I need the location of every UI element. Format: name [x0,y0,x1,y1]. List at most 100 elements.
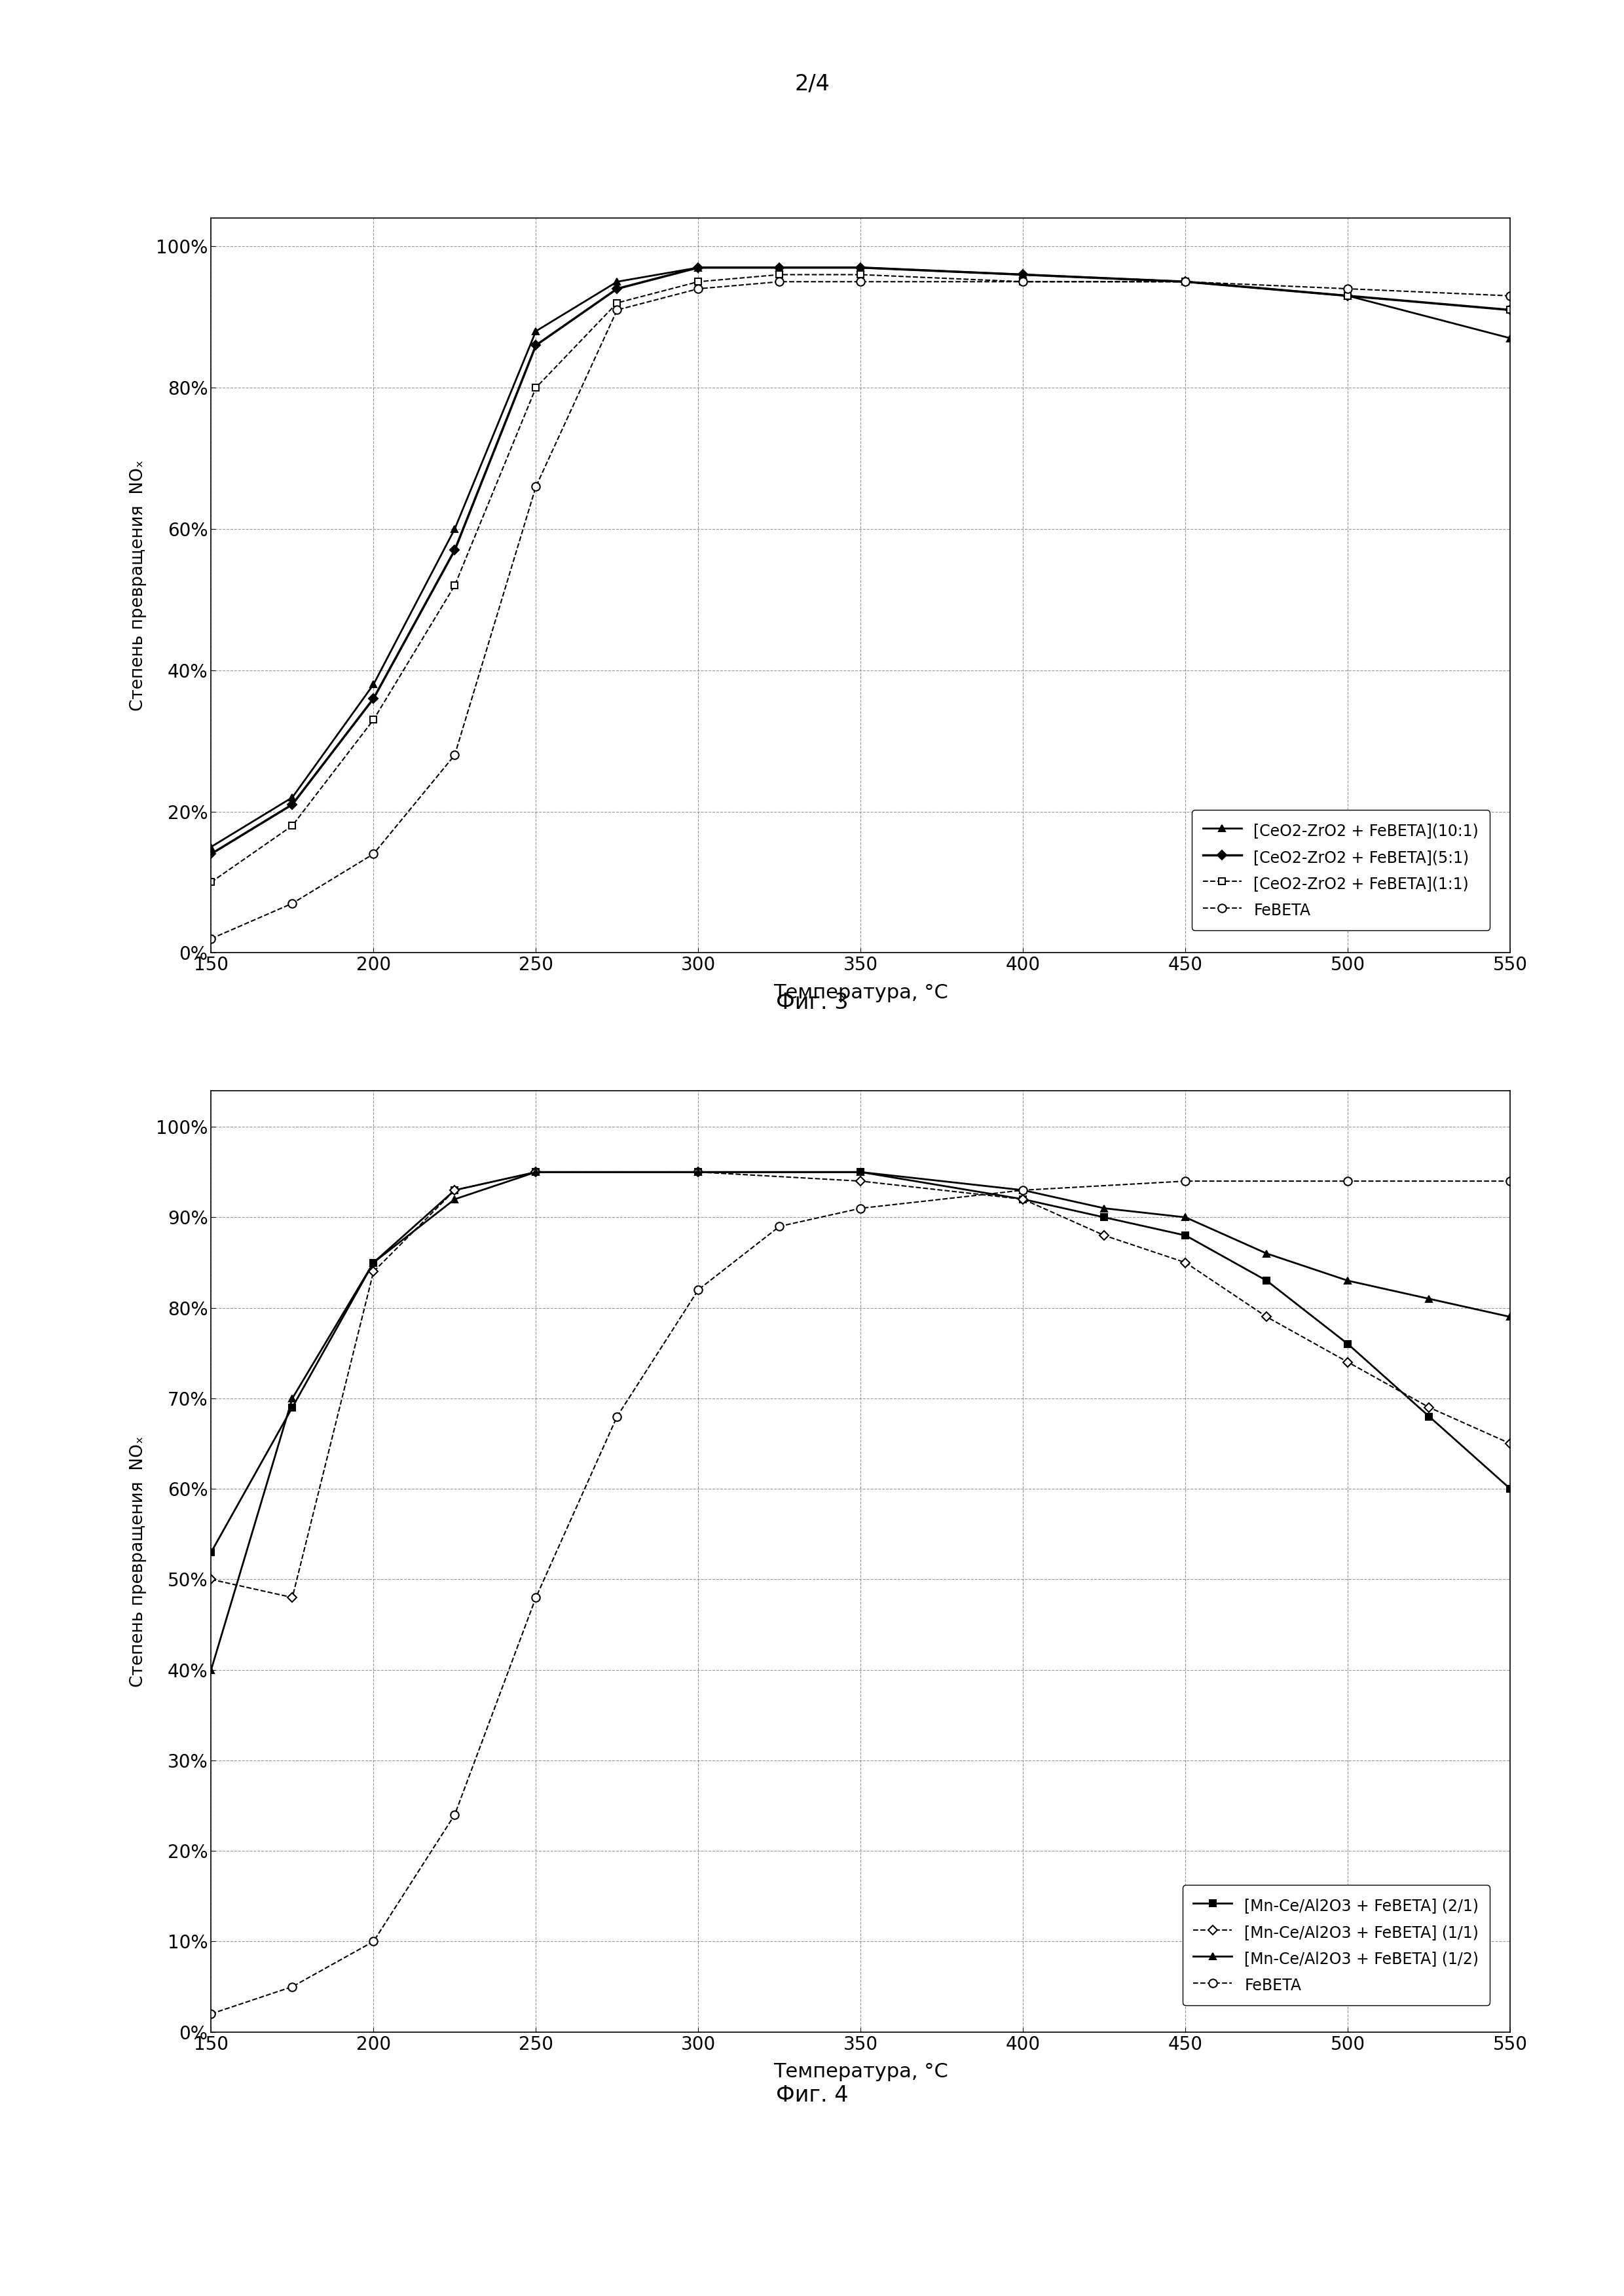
FeBETA [851,269,870,296]
Text: Фиг. 4: Фиг. 4 [776,2085,848,2105]
[CeO2-ZrO2 + FeBETA](10:1) [1013,262,1033,289]
[Mn-Ce/Al2O3 + FeBETA] (2/1) [1501,1474,1520,1502]
Line: [CeO2-ZrO2 + FeBETA](10:1): [CeO2-ZrO2 + FeBETA](10:1) [208,264,1514,850]
[CeO2-ZrO2 + FeBETA](5:1) [1338,282,1358,310]
FeBETA [1501,282,1520,310]
[CeO2-ZrO2 + FeBETA](5:1) [283,790,302,817]
[Mn-Ce/Al2O3 + FeBETA] (1/1) [689,1157,708,1185]
Line: [CeO2-ZrO2 + FeBETA](1:1): [CeO2-ZrO2 + FeBETA](1:1) [208,271,1514,886]
FeBETA [283,1972,302,2000]
X-axis label: Температура, °C: Температура, °C [773,2062,948,2082]
[Mn-Ce/Al2O3 + FeBETA] (1/2) [445,1185,464,1212]
[CeO2-ZrO2 + FeBETA](1:1) [1338,282,1358,310]
[CeO2-ZrO2 + FeBETA](5:1) [851,255,870,282]
[Mn-Ce/Al2O3 + FeBETA] (2/1) [1338,1329,1358,1357]
[CeO2-ZrO2 + FeBETA](5:1) [526,331,546,358]
[Mn-Ce/Al2O3 + FeBETA] (1/1) [283,1584,302,1612]
[Mn-Ce/Al2O3 + FeBETA] (1/2) [1176,1203,1195,1231]
[Mn-Ce/Al2O3 + FeBETA] (2/1) [445,1176,464,1203]
[CeO2-ZrO2 + FeBETA](5:1) [1013,262,1033,289]
[Mn-Ce/Al2O3 + FeBETA] (1/1) [364,1258,383,1286]
[Mn-Ce/Al2O3 + FeBETA] (1/2) [1257,1240,1276,1267]
FeBETA [770,269,789,296]
FeBETA [526,473,546,501]
[Mn-Ce/Al2O3 + FeBETA] (2/1) [851,1157,870,1185]
[Mn-Ce/Al2O3 + FeBETA] (1/1) [526,1157,546,1185]
[Mn-Ce/Al2O3 + FeBETA] (1/1) [1013,1185,1033,1212]
Line: FeBETA: FeBETA [206,278,1515,944]
FeBETA [607,296,627,324]
[CeO2-ZrO2 + FeBETA](10:1) [283,783,302,810]
FeBETA [770,1212,789,1240]
[Mn-Ce/Al2O3 + FeBETA] (2/1) [1257,1267,1276,1295]
[CeO2-ZrO2 + FeBETA](5:1) [445,537,464,565]
[CeO2-ZrO2 + FeBETA](1:1) [607,289,627,317]
FeBETA [445,1800,464,1828]
FeBETA [1176,1166,1195,1194]
[Mn-Ce/Al2O3 + FeBETA] (2/1) [1419,1403,1439,1430]
[Mn-Ce/Al2O3 + FeBETA] (1/1) [1419,1394,1439,1421]
[CeO2-ZrO2 + FeBETA](10:1) [1176,269,1195,296]
[CeO2-ZrO2 + FeBETA](1:1) [526,374,546,402]
Y-axis label: Степень превращения  NOₓ: Степень превращения NOₓ [130,459,146,712]
[Mn-Ce/Al2O3 + FeBETA] (1/1) [201,1566,221,1593]
[Mn-Ce/Al2O3 + FeBETA] (2/1) [283,1394,302,1421]
[CeO2-ZrO2 + FeBETA](1:1) [770,262,789,289]
[Mn-Ce/Al2O3 + FeBETA] (1/2) [1501,1304,1520,1332]
FeBETA [689,276,708,303]
FeBETA [201,2000,221,2027]
[CeO2-ZrO2 + FeBETA](5:1) [770,255,789,282]
[Mn-Ce/Al2O3 + FeBETA] (2/1) [1176,1221,1195,1249]
FeBETA [201,925,221,953]
[CeO2-ZrO2 + FeBETA](10:1) [770,255,789,282]
[Mn-Ce/Al2O3 + FeBETA] (1/2) [283,1384,302,1412]
Text: Фиг. 3: Фиг. 3 [776,992,848,1013]
[CeO2-ZrO2 + FeBETA](5:1) [1501,296,1520,324]
FeBETA [1013,1176,1033,1203]
[CeO2-ZrO2 + FeBETA](10:1) [1501,324,1520,351]
[Mn-Ce/Al2O3 + FeBETA] (2/1) [201,1538,221,1566]
[CeO2-ZrO2 + FeBETA](1:1) [1013,269,1033,296]
[Mn-Ce/Al2O3 + FeBETA] (2/1) [1095,1203,1114,1231]
[CeO2-ZrO2 + FeBETA](1:1) [201,868,221,895]
FeBETA [1501,1166,1520,1194]
[Mn-Ce/Al2O3 + FeBETA] (1/1) [1338,1348,1358,1375]
FeBETA [851,1194,870,1221]
[Mn-Ce/Al2O3 + FeBETA] (1/2) [1338,1267,1358,1295]
[Mn-Ce/Al2O3 + FeBETA] (1/1) [1257,1304,1276,1332]
[Mn-Ce/Al2O3 + FeBETA] (1/2) [851,1157,870,1185]
[CeO2-ZrO2 + FeBETA](5:1) [1176,269,1195,296]
[CeO2-ZrO2 + FeBETA](1:1) [364,705,383,732]
[CeO2-ZrO2 + FeBETA](5:1) [607,276,627,303]
[Mn-Ce/Al2O3 + FeBETA] (2/1) [526,1157,546,1185]
[Mn-Ce/Al2O3 + FeBETA] (2/1) [1013,1185,1033,1212]
[CeO2-ZrO2 + FeBETA](1:1) [1176,269,1195,296]
Legend: [CeO2-ZrO2 + FeBETA](10:1), [CeO2-ZrO2 + FeBETA](5:1), [CeO2-ZrO2 + FeBETA](1:1): [CeO2-ZrO2 + FeBETA](10:1), [CeO2-ZrO2 +… [1192,810,1489,930]
FeBETA [1338,1166,1358,1194]
[Mn-Ce/Al2O3 + FeBETA] (1/1) [1095,1221,1114,1249]
[Mn-Ce/Al2O3 + FeBETA] (1/2) [689,1157,708,1185]
[Mn-Ce/Al2O3 + FeBETA] (1/2) [1095,1194,1114,1221]
[CeO2-ZrO2 + FeBETA](1:1) [445,572,464,599]
FeBETA [689,1277,708,1304]
FeBETA [1176,269,1195,296]
[Mn-Ce/Al2O3 + FeBETA] (1/2) [1013,1176,1033,1203]
FeBETA [445,742,464,769]
Line: [Mn-Ce/Al2O3 + FeBETA] (1/2): [Mn-Ce/Al2O3 + FeBETA] (1/2) [208,1169,1514,1674]
[CeO2-ZrO2 + FeBETA](1:1) [1501,296,1520,324]
[CeO2-ZrO2 + FeBETA](10:1) [201,833,221,861]
FeBETA [364,1929,383,1956]
Text: 2/4: 2/4 [794,73,830,94]
[CeO2-ZrO2 + FeBETA](10:1) [1338,282,1358,310]
[Mn-Ce/Al2O3 + FeBETA] (1/2) [364,1249,383,1277]
[Mn-Ce/Al2O3 + FeBETA] (1/1) [1501,1430,1520,1458]
[Mn-Ce/Al2O3 + FeBETA] (2/1) [689,1157,708,1185]
Legend: [Mn-Ce/Al2O3 + FeBETA] (2/1), [Mn-Ce/Al2O3 + FeBETA] (1/1), [Mn-Ce/Al2O3 + FeBET: [Mn-Ce/Al2O3 + FeBETA] (2/1), [Mn-Ce/Al2… [1182,1885,1489,2004]
[CeO2-ZrO2 + FeBETA](1:1) [851,262,870,289]
[CeO2-ZrO2 + FeBETA](5:1) [201,840,221,868]
Line: FeBETA: FeBETA [206,1178,1515,2018]
[Mn-Ce/Al2O3 + FeBETA] (1/2) [1419,1286,1439,1313]
[Mn-Ce/Al2O3 + FeBETA] (1/2) [526,1157,546,1185]
[Mn-Ce/Al2O3 + FeBETA] (1/2) [201,1655,221,1683]
FeBETA [1013,269,1033,296]
